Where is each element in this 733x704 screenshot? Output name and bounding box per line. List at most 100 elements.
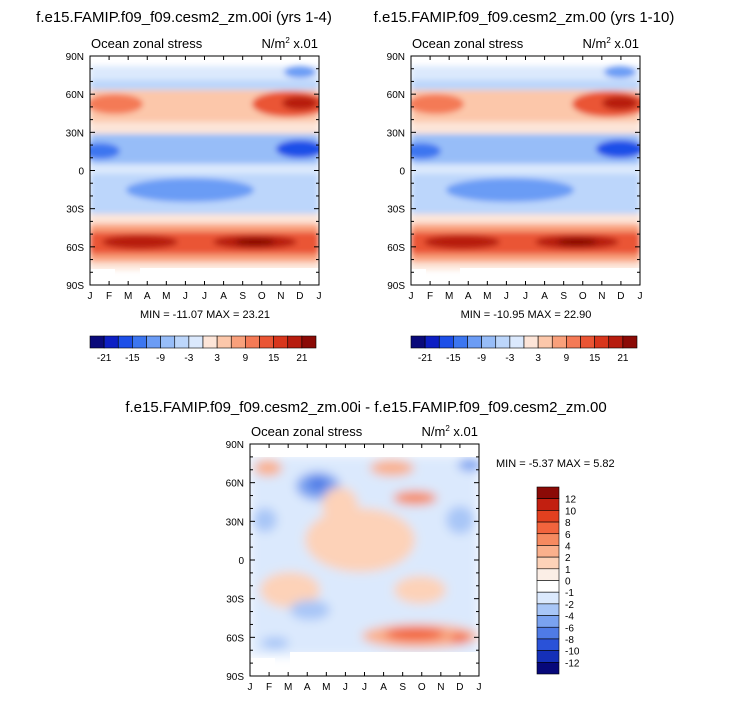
missing-a2 bbox=[140, 268, 319, 285]
x-tick-label: M bbox=[483, 291, 491, 302]
colorbar-label: 8 bbox=[565, 518, 571, 529]
min-max-stats: MIN = -10.95 MAX = 22.90 bbox=[461, 309, 592, 321]
colorbar-label: 21 bbox=[617, 353, 629, 364]
colorbar-box bbox=[495, 335, 511, 349]
heatmap-field bbox=[90, 56, 319, 285]
diff-blob bbox=[385, 627, 445, 641]
colorbar-label: -21 bbox=[97, 353, 112, 364]
band-30n bbox=[90, 122, 319, 134]
colorbar-box bbox=[230, 335, 246, 349]
panel-difference: f.e15.FAMIP.f09_f09.cesm2_zm.00i - f.e15… bbox=[125, 399, 614, 693]
diff-blob bbox=[290, 600, 330, 620]
colorbar: -21 -15 -9 -3 3 9 15 21 bbox=[89, 335, 317, 364]
colorbar-box bbox=[536, 626, 560, 640]
colorbar-box bbox=[566, 335, 581, 349]
colorbar-box bbox=[188, 335, 204, 349]
diff-blob bbox=[394, 576, 446, 604]
y-tick-label: 60N bbox=[66, 90, 84, 101]
panel-top-left: f.e15.FAMIP.f09_f09.cesm2_zm.00i (yrs 1-… bbox=[36, 9, 332, 364]
x-tick-label: J bbox=[362, 682, 367, 693]
y-tick-label: 30S bbox=[226, 595, 244, 606]
x-tick-label: A bbox=[220, 291, 227, 302]
x-tick-label: M bbox=[445, 291, 453, 302]
colorbar-label: 9 bbox=[243, 353, 249, 364]
sh-westerly-core-a bbox=[102, 235, 178, 249]
colorbar-box bbox=[103, 335, 119, 349]
sh-trade-core bbox=[446, 178, 574, 202]
y-tick-label: 0 bbox=[78, 167, 84, 178]
colorbar-box bbox=[410, 335, 426, 349]
colorbar-label: 6 bbox=[565, 530, 571, 541]
diff-blob bbox=[446, 506, 474, 534]
x-tick-label: M bbox=[322, 682, 330, 693]
band-antarctic bbox=[411, 262, 640, 270]
colorbar-label: -8 bbox=[565, 635, 574, 646]
colorbar-box bbox=[117, 335, 133, 349]
colorbar-label: 12 bbox=[565, 495, 577, 506]
panel-title: f.e15.FAMIP.f09_f09.cesm2_zm.00i - f.e15… bbox=[125, 399, 606, 416]
colorbar: -21 -15 -9 -3 3 9 15 21 bbox=[410, 335, 638, 364]
colorbar-label: -2 bbox=[565, 600, 574, 611]
colorbar-box bbox=[536, 521, 560, 535]
band-60n bbox=[90, 80, 319, 90]
colorbar-label: -9 bbox=[477, 353, 486, 364]
colorbar-label: -15 bbox=[125, 353, 140, 364]
nh-trade-core-b bbox=[276, 140, 319, 158]
diff-blob bbox=[260, 572, 320, 608]
colorbar-box bbox=[536, 533, 560, 546]
sh-westerly-peak-b bbox=[235, 238, 275, 246]
diff-blob bbox=[253, 508, 277, 532]
colorbar-box bbox=[132, 335, 147, 349]
colorbar-label: 4 bbox=[565, 541, 571, 552]
colorbar-label: 15 bbox=[589, 353, 601, 364]
colorbar-box bbox=[424, 335, 440, 349]
colorbar-box bbox=[536, 650, 560, 663]
y-tick-label: 30N bbox=[66, 128, 84, 139]
colorbar-box bbox=[580, 335, 595, 349]
x-tick-label: F bbox=[266, 682, 272, 693]
y-tick-label: 90N bbox=[66, 52, 84, 63]
colorbar-label: -6 bbox=[565, 623, 574, 634]
missing-a1 bbox=[90, 269, 115, 285]
units-suffix: x.01 bbox=[450, 424, 478, 439]
colorbar-label: -9 bbox=[156, 353, 165, 364]
x-tick-label: J bbox=[202, 291, 207, 302]
y-tick-label: 90N bbox=[226, 440, 244, 451]
colorbar-label: 0 bbox=[565, 577, 571, 588]
y-tick-label: 30S bbox=[387, 205, 405, 216]
min-max-stats: MIN = -5.37 MAX = 5.82 bbox=[496, 458, 615, 470]
heatmap-field bbox=[411, 56, 640, 285]
min-max-stats: MIN = -11.07 MAX = 23.21 bbox=[140, 309, 270, 321]
colorbar-box bbox=[536, 510, 560, 523]
x-tick-label: D bbox=[296, 291, 303, 302]
colorbar-box bbox=[216, 335, 232, 349]
diff-blob bbox=[308, 477, 328, 491]
colorbar-box bbox=[536, 603, 560, 616]
units-label: N/m2 x.01 bbox=[422, 424, 478, 439]
colorbar-label: -4 bbox=[565, 612, 574, 623]
colorbar-box bbox=[174, 335, 190, 349]
field-label: Ocean zonal stress bbox=[251, 424, 363, 439]
x-tick-label: A bbox=[465, 291, 472, 302]
band-antarctic bbox=[90, 262, 319, 270]
y-tick-label: 60S bbox=[226, 633, 244, 644]
diff-blob bbox=[261, 637, 289, 649]
y-tick-label: 30N bbox=[226, 517, 244, 528]
colorbar-box bbox=[509, 335, 525, 349]
colorbar-label: 15 bbox=[268, 353, 280, 364]
colorbar-box bbox=[202, 335, 218, 349]
colorbar-box bbox=[594, 335, 610, 349]
colorbar-label: 1 bbox=[565, 565, 571, 576]
field-label: Ocean zonal stress bbox=[412, 36, 524, 51]
x-tick-label: J bbox=[523, 291, 528, 302]
colorbar-label: -3 bbox=[505, 353, 514, 364]
colorbar-label: 21 bbox=[296, 353, 308, 364]
colorbar-box bbox=[536, 545, 560, 558]
diff-blob bbox=[370, 460, 414, 476]
units-prefix: N/m bbox=[422, 424, 446, 439]
missing-b1 bbox=[411, 269, 426, 285]
band-equator bbox=[411, 164, 640, 174]
